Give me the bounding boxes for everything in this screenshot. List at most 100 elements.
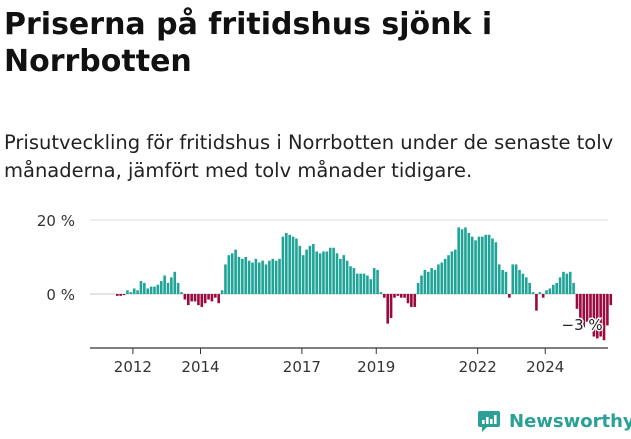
bar	[460, 229, 464, 294]
brand-name: Newsworthy	[509, 410, 631, 432]
y-tick-label: 0 %	[46, 286, 75, 304]
bar	[301, 255, 305, 294]
bar	[288, 234, 291, 294]
bar	[568, 271, 572, 294]
last-value-label: −3 %	[562, 316, 603, 334]
bar	[241, 258, 244, 294]
bar	[207, 294, 210, 300]
bar	[197, 294, 200, 306]
bar	[474, 240, 477, 294]
bar	[227, 255, 231, 294]
bar-chart: 20 % 0 % 2012 2014 2017 2019 2022 2024 −3 %	[37, 212, 613, 376]
bar	[609, 294, 613, 306]
bar	[126, 290, 129, 294]
bar	[143, 282, 146, 294]
bar	[268, 260, 271, 294]
bar	[497, 264, 501, 294]
bar	[437, 264, 440, 294]
bar	[470, 236, 474, 294]
bar	[541, 294, 545, 298]
bar	[200, 294, 204, 307]
bar	[116, 294, 119, 296]
bar	[166, 282, 170, 294]
bar	[575, 294, 579, 309]
bar	[146, 288, 150, 294]
bar	[328, 247, 332, 294]
bar	[247, 260, 251, 294]
bar	[339, 258, 342, 294]
bar	[447, 255, 450, 294]
bar	[501, 269, 504, 294]
bar	[203, 294, 207, 304]
bar	[508, 294, 511, 298]
bar	[531, 292, 535, 294]
bar	[244, 257, 248, 294]
bar	[521, 273, 525, 294]
x-tick-label: 2024	[526, 358, 564, 376]
bar	[548, 288, 552, 294]
bar	[589, 294, 592, 326]
bar	[399, 294, 403, 298]
bar	[183, 294, 187, 300]
bar	[403, 294, 406, 298]
newsworthy-brand[interactable]: Newsworthy	[476, 408, 631, 434]
bar	[149, 286, 153, 294]
bar	[261, 260, 264, 294]
bar	[518, 269, 521, 294]
bar	[271, 258, 275, 294]
bar	[481, 236, 484, 294]
bar	[491, 238, 494, 294]
bar	[193, 294, 197, 302]
bar	[376, 269, 379, 294]
bar	[362, 273, 366, 294]
bar	[159, 281, 163, 294]
bar	[315, 251, 319, 294]
x-tick-label: 2019	[357, 358, 395, 376]
bar	[535, 294, 538, 311]
bar	[545, 290, 548, 294]
bar	[582, 294, 586, 328]
bar	[230, 253, 234, 294]
x-tick-label: 2022	[459, 358, 497, 376]
bar	[467, 232, 471, 294]
bar	[180, 292, 183, 294]
bar	[352, 268, 356, 294]
bar	[342, 255, 346, 294]
bar	[170, 277, 173, 294]
bar	[555, 282, 558, 294]
bar	[156, 284, 160, 294]
bar	[308, 245, 312, 294]
bar	[389, 294, 393, 319]
bar	[595, 294, 599, 339]
bar	[494, 242, 498, 294]
bar	[416, 282, 420, 294]
bar	[190, 294, 193, 302]
bar	[122, 294, 126, 296]
bar	[379, 292, 383, 294]
bar	[153, 286, 156, 294]
bar	[406, 294, 410, 304]
bar	[383, 294, 386, 298]
bar	[291, 236, 295, 294]
bar	[511, 264, 515, 294]
bar	[264, 264, 268, 294]
bar	[274, 260, 278, 294]
bar	[528, 282, 531, 294]
bar	[257, 262, 261, 294]
bar	[119, 294, 122, 296]
bar	[602, 294, 606, 341]
bar	[538, 292, 542, 294]
bar	[592, 294, 596, 337]
bar	[318, 253, 322, 294]
bar	[423, 269, 427, 294]
bar	[214, 294, 217, 298]
y-tick-label: 20 %	[37, 212, 75, 230]
bar	[139, 281, 143, 294]
chart-subtitle: Prisutveckling för fritidshus i Norrbott…	[4, 131, 614, 182]
bar	[487, 234, 491, 294]
bar	[132, 288, 136, 294]
bar	[366, 275, 369, 294]
bar	[565, 273, 569, 294]
bar	[186, 294, 190, 306]
bar	[558, 277, 562, 294]
